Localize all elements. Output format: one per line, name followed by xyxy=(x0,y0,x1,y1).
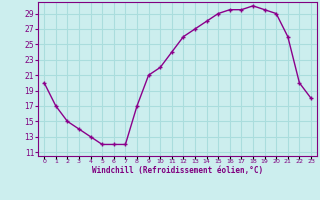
X-axis label: Windchill (Refroidissement éolien,°C): Windchill (Refroidissement éolien,°C) xyxy=(92,166,263,175)
